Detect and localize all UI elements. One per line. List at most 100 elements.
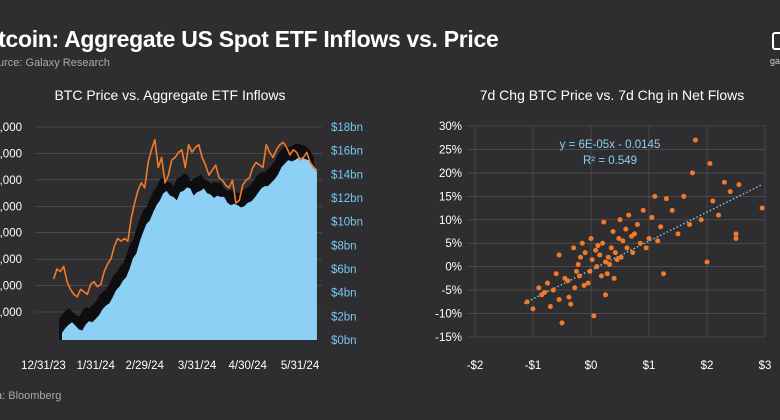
scatter-point bbox=[681, 193, 687, 199]
scatter-point bbox=[575, 261, 581, 267]
scatter-point bbox=[661, 271, 666, 277]
scatter-point bbox=[594, 264, 600, 270]
scatter-point bbox=[610, 229, 616, 234]
left-chart: ,000 ,000 ,000 ,000 ,000 ,000 ,000 ,000 $0bn $2bn… bbox=[0, 122, 363, 372]
scatter-point bbox=[530, 306, 536, 312]
scatter-point bbox=[542, 289, 548, 295]
scatter-point bbox=[553, 271, 559, 277]
scatter-point bbox=[581, 282, 587, 288]
left-x-tick: 2/29/24 bbox=[126, 360, 165, 372]
galaxy-logo: gal bbox=[764, 30, 780, 70]
scatter-point bbox=[624, 245, 630, 251]
scatter-point bbox=[646, 236, 652, 242]
scatter-point bbox=[604, 271, 610, 277]
right-y-tick: 0% bbox=[445, 262, 462, 274]
scatter-point bbox=[597, 252, 603, 258]
r-squared-label: R² = 0.549 bbox=[583, 155, 637, 167]
logo-text: gal bbox=[770, 56, 780, 66]
scatter-point bbox=[675, 231, 681, 237]
left-axis-tick: ,000 bbox=[0, 122, 22, 134]
right-axis-tick: $8bn bbox=[331, 240, 357, 252]
scatter-point bbox=[550, 287, 556, 293]
chart-title: itcoin: Aggregate US Spot ETF Inflows vs… bbox=[0, 26, 499, 52]
scatter-point bbox=[589, 257, 595, 263]
scatter-point bbox=[601, 219, 607, 225]
scatter-point bbox=[640, 207, 646, 213]
scatter-point bbox=[611, 275, 617, 281]
scatter-point bbox=[707, 161, 713, 167]
scatter-point bbox=[605, 254, 611, 260]
left-axis-tick: ,000 bbox=[0, 201, 22, 213]
scatter-point bbox=[759, 205, 765, 211]
scatter-point bbox=[545, 280, 550, 286]
right-x-tick: $2 bbox=[701, 360, 714, 372]
scatter-point bbox=[578, 254, 584, 260]
scatter-point bbox=[591, 313, 597, 319]
right-x-tick: $1 bbox=[643, 360, 656, 372]
scatter-point bbox=[559, 320, 565, 326]
right-axis-tick: $4bn bbox=[331, 288, 357, 300]
scatter-point bbox=[632, 231, 637, 237]
scatter-point bbox=[572, 285, 578, 291]
scatter-point bbox=[652, 193, 658, 199]
scatter-point bbox=[598, 273, 604, 279]
scatter-point bbox=[704, 259, 710, 265]
right-axis-tick: $10bn bbox=[331, 217, 363, 229]
scatter-point bbox=[692, 137, 698, 143]
scatter-point bbox=[588, 236, 594, 242]
right-y-tick: -5% bbox=[442, 285, 462, 297]
scatter-point bbox=[614, 257, 620, 263]
right-y-tick: 20% bbox=[439, 168, 462, 180]
left-x-tick: 4/30/24 bbox=[229, 360, 268, 372]
right-y-tick: 10% bbox=[439, 215, 462, 227]
right-x-tick: $3 bbox=[759, 360, 772, 372]
scatter-point bbox=[547, 304, 553, 310]
right-panel-title: 7d Chg BTC Price vs. 7d Chg in Net Flows bbox=[479, 87, 745, 103]
right-x-tick: -$2 bbox=[467, 360, 484, 372]
scatter-point bbox=[566, 294, 572, 300]
left-axis-tick: ,000 bbox=[0, 228, 22, 240]
source-note: urce: Galaxy Research bbox=[0, 57, 110, 69]
left-x-tick: 3/31/24 bbox=[178, 360, 217, 372]
scatter-point bbox=[593, 247, 599, 253]
scatter-point bbox=[710, 198, 716, 204]
left-axis-tick: ,000 bbox=[0, 307, 22, 319]
right-axis-tick: $2bn bbox=[331, 311, 357, 323]
right-y-tick: 30% bbox=[439, 121, 462, 133]
scatter-point bbox=[655, 238, 661, 244]
scatter-point bbox=[587, 268, 593, 274]
scatter-point bbox=[649, 214, 655, 220]
right-x-tick: -$1 bbox=[525, 360, 542, 372]
scatter-point bbox=[582, 250, 588, 256]
right-y-tick: -15% bbox=[435, 332, 462, 344]
scatter-point bbox=[568, 301, 574, 307]
right-axis-tick: $12bn bbox=[331, 193, 363, 205]
scatter-point bbox=[617, 217, 623, 223]
scatter-point bbox=[612, 250, 618, 256]
right-axis-tick: $14bn bbox=[331, 169, 363, 181]
scatter-point bbox=[733, 231, 739, 237]
scatter-point bbox=[630, 250, 636, 256]
scatter-point bbox=[556, 252, 562, 258]
scatter-point bbox=[690, 170, 695, 176]
scatter-point bbox=[626, 212, 632, 218]
scatter-point bbox=[643, 245, 649, 251]
scatter-point bbox=[698, 217, 704, 223]
inflow-area bbox=[62, 157, 317, 340]
scatter-point bbox=[579, 240, 585, 246]
left-x-tick: 1/31/24 bbox=[77, 360, 116, 372]
scatter-point bbox=[524, 299, 530, 305]
right-x-tick: $0 bbox=[585, 360, 598, 372]
regression-equation: y = 6E-05x - 0.0145 bbox=[560, 139, 661, 151]
scatter-point bbox=[623, 226, 629, 232]
left-panel-title: BTC Price vs. Aggregate ETF Inflows bbox=[54, 87, 286, 103]
scatter-point bbox=[603, 259, 608, 265]
scatter-point bbox=[603, 292, 608, 298]
right-y-tick: 15% bbox=[439, 191, 462, 203]
scatter-point bbox=[620, 238, 626, 244]
scatter-point bbox=[607, 261, 613, 267]
scatter-point bbox=[687, 221, 693, 227]
scatter-point bbox=[669, 207, 675, 213]
left-axis-tick: ,000 bbox=[0, 281, 22, 293]
